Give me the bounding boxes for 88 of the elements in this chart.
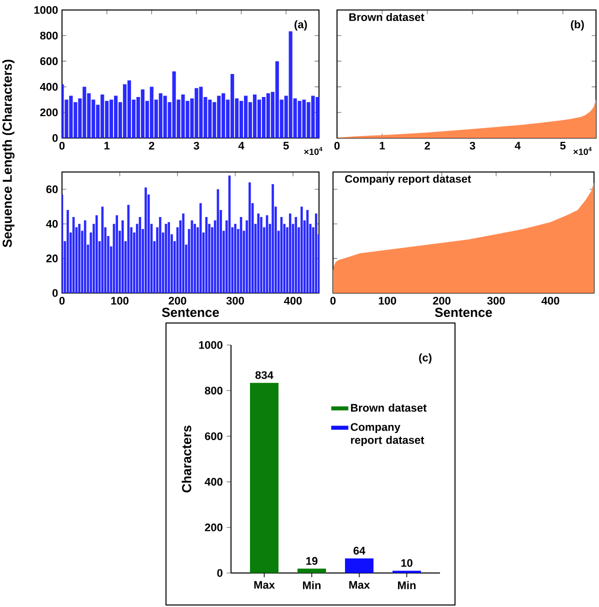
x-tick-label: 300 [226, 296, 244, 305]
annotation: (a) [294, 20, 307, 30]
bar [234, 224, 236, 293]
data-label: 64 [354, 546, 366, 555]
chart-title: Brown dataset [349, 12, 424, 22]
legend-label: Brown dataset [351, 404, 427, 412]
bar [168, 222, 170, 293]
bar [194, 224, 196, 293]
bar [288, 213, 292, 293]
x-tick-label: 5 [560, 142, 566, 150]
y-tick-label: 600 [40, 57, 58, 66]
x-tick-label: Max [349, 581, 370, 589]
y-tick-label: 20 [46, 254, 58, 262]
x-tick-label: 0 [59, 296, 65, 305]
bar [205, 216, 208, 293]
bar [159, 216, 162, 293]
x-tick-label: 5 [283, 142, 289, 150]
bar [257, 213, 260, 293]
text: ×10$^{4}$ [573, 146, 592, 155]
x-tick-label: 2 [148, 142, 154, 150]
x-axis-title: Sentence [162, 308, 219, 317]
y-tick-label: 1000 [34, 6, 58, 14]
bar [199, 203, 202, 293]
y-tick-label: 600 [204, 432, 222, 440]
y-tick-label: 0 [52, 134, 58, 142]
bar [78, 224, 80, 293]
x-tick-label: 300 [487, 296, 505, 305]
x-tick-label: 0 [59, 142, 65, 150]
x-tick-label: 3 [470, 142, 476, 150]
y-tick-label: 200 [204, 524, 222, 532]
x-tick-label: 1 [104, 142, 110, 150]
x-tick-label: Max [254, 581, 275, 589]
bar [298, 568, 326, 573]
x-tick-label: 100 [378, 296, 396, 305]
bar [250, 382, 278, 573]
y-tick-label: 800 [40, 32, 58, 40]
bar [96, 215, 98, 293]
y-tick-label: 60 [46, 185, 58, 194]
bar [300, 206, 303, 293]
bar [260, 216, 262, 293]
chart-title: Company report dataset [345, 174, 472, 185]
x-tick-label: 100 [111, 296, 128, 305]
annotation: (b) [570, 20, 584, 30]
bar [272, 184, 274, 293]
x-tick-label: Min [303, 581, 321, 590]
bar [144, 188, 147, 293]
x-tick-label: 1 [380, 142, 385, 150]
bar [84, 220, 86, 293]
y-tick-label: 0 [52, 289, 58, 297]
x-tick-label: 400 [284, 296, 302, 305]
y-tick-label: 800 [204, 386, 222, 394]
text: ×10$^{4}$ [304, 146, 322, 155]
x-tick-label: 4 [514, 142, 521, 150]
x-tick-label: Min [398, 581, 416, 590]
x-axis-title: Sentence [434, 308, 492, 317]
x-tick-label: 0 [330, 296, 336, 305]
bar [252, 94, 257, 138]
x-tick-label: 2 [424, 142, 430, 150]
y-axis-title: Characters [182, 426, 192, 492]
y-tick-label: 400 [40, 82, 58, 91]
bar [244, 96, 248, 138]
y-tick-label: 200 [40, 108, 58, 116]
data-label: 10 [401, 559, 412, 567]
y-tick-label: 0 [217, 569, 222, 577]
bar [114, 96, 118, 138]
x-tick-label: 200 [432, 296, 450, 305]
y-tick-label: 400 [204, 478, 222, 486]
bar [66, 210, 69, 293]
y-tick-label: 40 [46, 220, 58, 228]
bar [122, 84, 127, 138]
x-tick-label: 4 [238, 142, 244, 150]
x-tick-label: 200 [168, 296, 186, 305]
bar [345, 558, 374, 573]
legend-label: Company report dataset [350, 423, 424, 446]
bar [127, 80, 132, 138]
y-axis-title: Sequence Length (Characters) [2, 60, 14, 248]
annotation: (c) [419, 353, 432, 364]
data-label: 19 [306, 557, 318, 565]
bar [121, 220, 124, 293]
bar [182, 213, 184, 293]
bar [314, 213, 318, 293]
bar [248, 182, 251, 293]
y-tick-label: 1000 [199, 341, 222, 349]
data-label: 834 [255, 371, 274, 380]
bar [116, 215, 118, 293]
x-tick-label: 0 [334, 142, 340, 150]
x-tick-label: 3 [194, 142, 200, 150]
x-tick-label: 400 [542, 296, 560, 305]
